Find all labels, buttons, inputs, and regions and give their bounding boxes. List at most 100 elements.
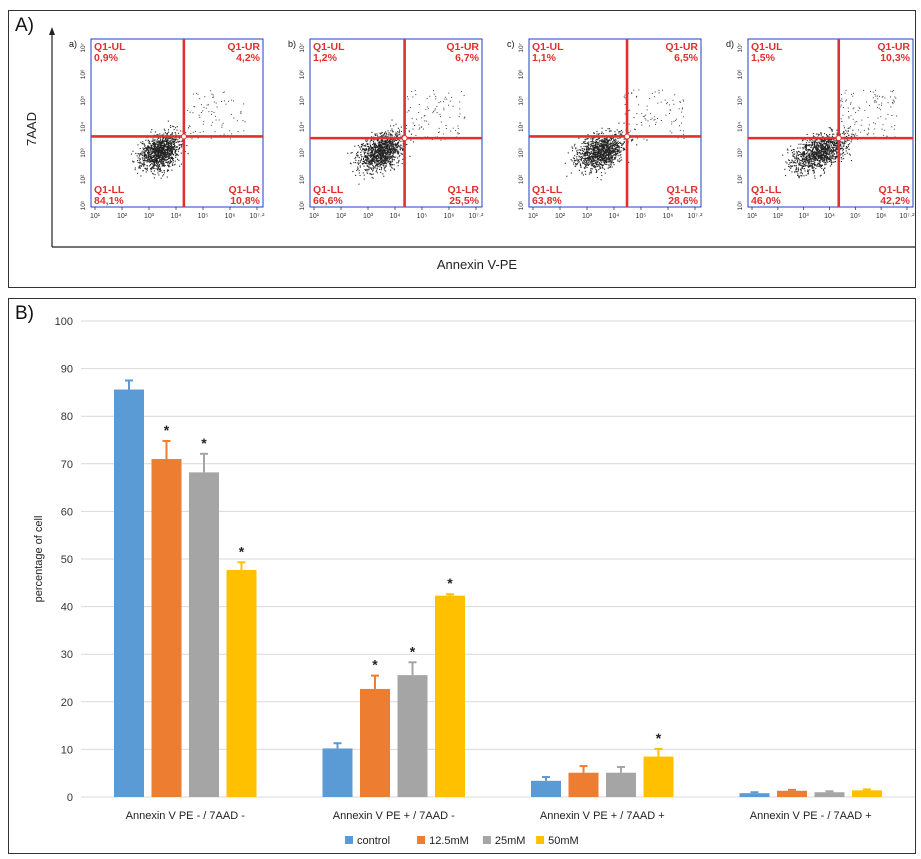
- event-dot: [165, 152, 167, 154]
- event-dot: [595, 142, 597, 144]
- event-dot: [367, 146, 369, 148]
- event-dot: [804, 161, 806, 163]
- event-dot: [815, 150, 817, 152]
- event-dot: [825, 161, 827, 163]
- event-dot: [594, 155, 596, 157]
- event-dot: [383, 156, 385, 158]
- event-dot: [363, 145, 365, 147]
- event-dot: [830, 149, 832, 151]
- event-dot: [159, 168, 161, 170]
- event-dot: [593, 149, 595, 151]
- event-dot: [154, 146, 156, 148]
- event-dot: [824, 139, 826, 141]
- event-dot: [152, 148, 154, 150]
- event-dot: [159, 141, 161, 143]
- y-tick-label: 10⁵: [518, 95, 525, 105]
- event-dot: [451, 96, 453, 98]
- event-dot: [158, 166, 160, 168]
- event-dot: [619, 160, 621, 162]
- event-dot: [831, 140, 833, 142]
- event-dot: [804, 139, 806, 141]
- event-dot: [144, 160, 146, 162]
- event-dot: [174, 146, 176, 148]
- event-dot: [374, 161, 376, 163]
- event-dot: [370, 149, 372, 151]
- event-dot: [597, 139, 599, 141]
- event-dot: [618, 122, 620, 124]
- event-dot: [840, 144, 842, 146]
- event-dot: [141, 153, 143, 155]
- event-dot: [818, 165, 820, 167]
- y-tick-label: 10⁴: [518, 122, 525, 132]
- event-dot: [364, 153, 366, 155]
- event-dot: [175, 127, 177, 129]
- event-dot: [364, 162, 366, 164]
- event-dot: [585, 163, 587, 165]
- event-dot: [180, 146, 182, 148]
- event-dot: [389, 152, 391, 154]
- event-dot: [156, 141, 158, 143]
- event-dot: [606, 139, 608, 141]
- event-dot: [571, 146, 573, 148]
- flow-plot-b: b) Q1-UL1,2%Q1-UR6,7%Q1-LL66,6%Q1-LR25,5%…: [288, 38, 484, 220]
- event-dot: [395, 143, 397, 145]
- event-dot: [166, 142, 168, 144]
- event-dot: [595, 166, 597, 168]
- event-dot: [148, 160, 150, 162]
- event-dot: [371, 162, 373, 164]
- event-dot: [619, 154, 621, 156]
- event-dot: [145, 157, 147, 159]
- event-dot: [820, 144, 822, 146]
- event-dot: [164, 138, 166, 140]
- event-dot: [387, 146, 389, 148]
- event-dot: [161, 158, 163, 160]
- event-dot: [637, 137, 639, 139]
- event-dot: [584, 168, 586, 170]
- event-dot: [173, 147, 175, 149]
- event-dot: [790, 145, 792, 147]
- event-dot: [165, 149, 167, 151]
- event-dot: [383, 132, 385, 134]
- event-dot: [158, 168, 160, 170]
- event-dot: [380, 163, 382, 165]
- event-dot: [802, 164, 804, 166]
- event-dot: [418, 112, 420, 113]
- event-dot: [377, 159, 379, 161]
- event-dot: [596, 150, 598, 152]
- event-dot: [368, 154, 370, 156]
- event-dot: [822, 145, 824, 147]
- event-dot: [147, 157, 149, 159]
- event-dot: [163, 133, 165, 135]
- event-dot: [153, 155, 155, 157]
- event-dot: [180, 152, 182, 154]
- event-dot: [683, 116, 685, 118]
- event-dot: [582, 161, 584, 163]
- event-dot: [393, 145, 395, 147]
- event-dot: [573, 157, 575, 159]
- event-dot: [389, 151, 391, 153]
- event-dot: [166, 146, 168, 148]
- event-dot: [609, 140, 611, 142]
- y-tick-label: 10⁷: [299, 42, 306, 52]
- event-dot: [396, 151, 398, 153]
- event-dot: [607, 158, 609, 160]
- event-dot: [165, 133, 167, 135]
- event-dot: [376, 146, 378, 148]
- event-dot: [177, 158, 179, 160]
- event-dot: [828, 152, 830, 154]
- event-dot: [367, 158, 369, 160]
- event-dot: [171, 144, 173, 146]
- event-dot: [611, 158, 613, 160]
- event-dot: [602, 155, 604, 157]
- event-dot: [172, 149, 174, 151]
- event-dot: [155, 147, 157, 149]
- event-dot: [597, 154, 599, 156]
- event-dot: [379, 165, 381, 167]
- event-dot: [817, 159, 819, 161]
- event-dot: [368, 147, 370, 149]
- event-dot: [132, 150, 134, 152]
- event-dot: [599, 145, 601, 147]
- event-dot: [602, 140, 604, 142]
- event-dot: [162, 154, 164, 156]
- event-dot: [391, 119, 393, 121]
